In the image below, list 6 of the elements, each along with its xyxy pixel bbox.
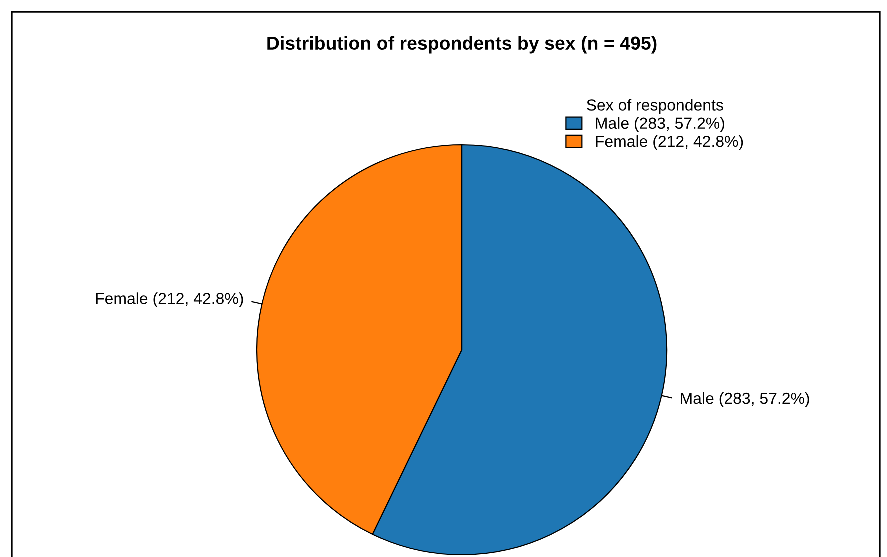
- slice-label: Female (212, 42.8%): [96, 292, 244, 308]
- slice-label: Male (283, 57.2%): [681, 392, 810, 408]
- legend-label: Male (283, 57.2%): [596, 117, 724, 132]
- legend-label: Female (212, 42.8%): [596, 136, 744, 150]
- chart-title: Distribution of respondents by sex (n = 495): [268, 36, 657, 54]
- legend-title: Sex of respondents: [587, 99, 724, 114]
